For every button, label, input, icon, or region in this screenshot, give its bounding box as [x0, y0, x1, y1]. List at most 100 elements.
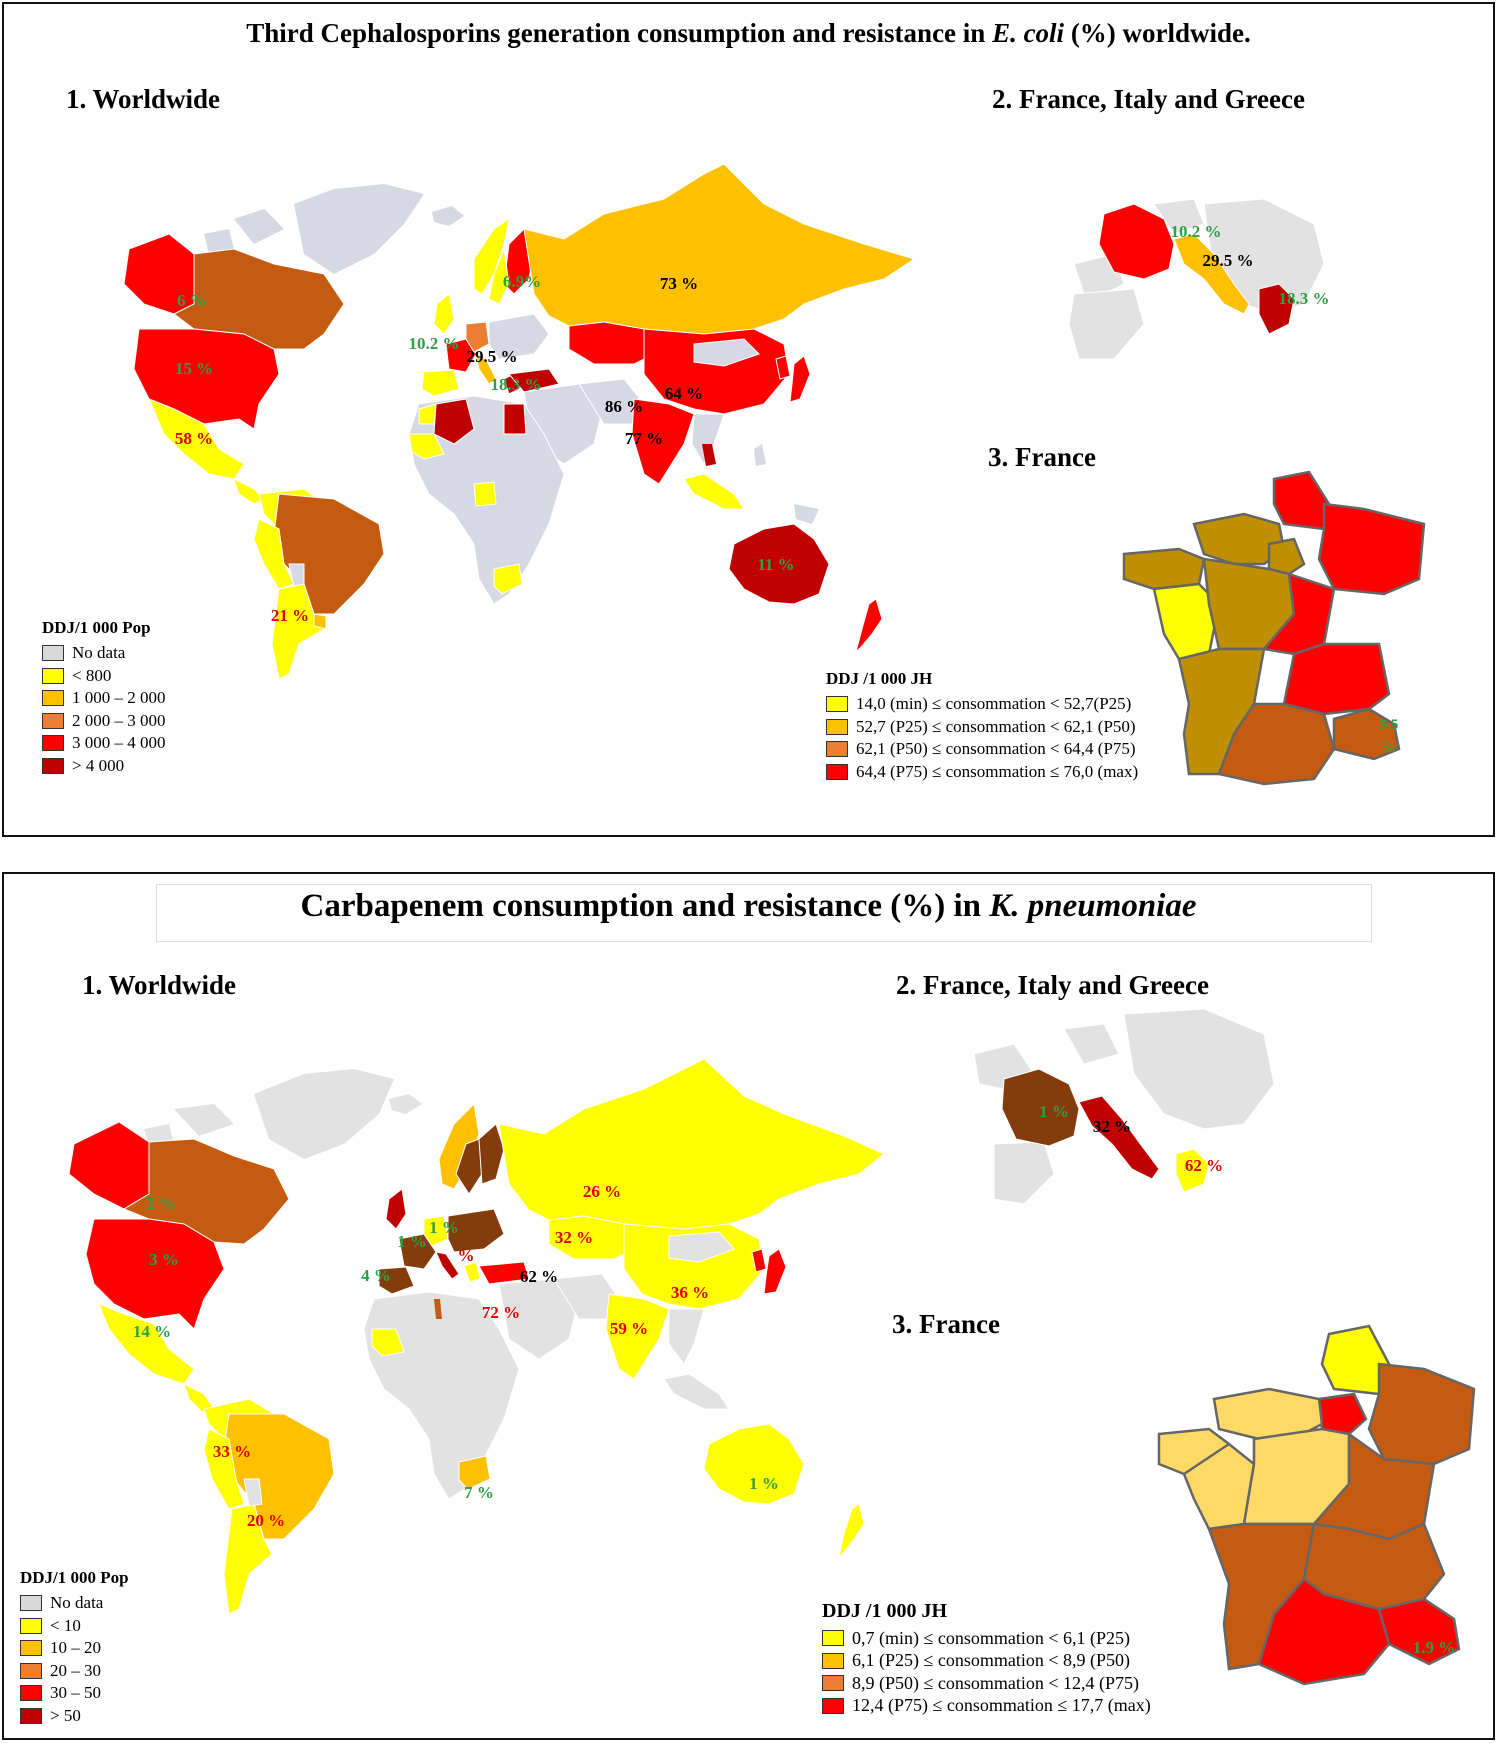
legend-label: 8,9 (P50) ≤ consommation < 12,4 (P75) — [852, 1672, 1140, 1693]
map-italy — [475, 355, 497, 385]
map-new-zealand — [855, 598, 883, 654]
map-new-zealand — [838, 1503, 865, 1559]
map-algeria-strip — [434, 1299, 442, 1319]
map-russia — [523, 163, 916, 335]
panel2-france-label: 1.9 % — [1413, 1638, 1456, 1657]
panel2-world-label: 1 % — [429, 1218, 459, 1237]
fig-greece — [1258, 283, 1295, 335]
panel2-world-legend-row: 10 – 20 — [20, 1637, 129, 1660]
legend-label: 1 000 – 2 000 — [72, 688, 166, 708]
legend-swatch — [42, 735, 64, 752]
fig-italy — [1078, 1095, 1160, 1180]
panel2-world-label: % — [458, 1246, 475, 1265]
map-iceland — [432, 206, 464, 226]
map-iceland — [389, 1094, 422, 1114]
map-russia — [498, 1058, 885, 1230]
legend-label: 14,0 (min) ≤ consommation < 52,7(P25) — [856, 694, 1132, 714]
legend-swatch — [822, 1652, 844, 1669]
fig-italy — [1173, 233, 1250, 315]
panel1-world-legend-row: < 800 — [42, 665, 166, 688]
panel2-fig-label: 1 % — [1039, 1102, 1069, 1121]
legend-swatch — [20, 1640, 42, 1657]
map-greenland — [254, 1069, 394, 1159]
map-west-africa — [408, 433, 445, 460]
fig-iberia — [1068, 288, 1145, 360]
map-south-africa — [493, 563, 523, 595]
legend-label: No data — [50, 1593, 104, 1613]
map-algeria — [433, 398, 475, 445]
map-west-africa — [371, 1328, 405, 1357]
map-india — [631, 398, 695, 485]
region-paca — [1332, 707, 1401, 761]
map-south-africa — [458, 1455, 491, 1490]
map-finland — [478, 1123, 505, 1185]
map-japan — [789, 355, 811, 403]
legend-swatch — [20, 1595, 42, 1612]
legend-label: No data — [72, 643, 126, 663]
panel1-france-legend-row: 62,1 (P50) ≤ consommation < 64,4 (P75) — [826, 738, 1138, 761]
panel2-world-label: 62 % — [520, 1267, 558, 1286]
map-eastern-europe — [488, 313, 550, 360]
legend-swatch — [42, 667, 64, 684]
legend-swatch — [826, 763, 848, 780]
legend-title: DDJ /1 000 JH — [822, 1600, 947, 1622]
map-turkey — [478, 1261, 530, 1285]
panel1-world-label: 15 % — [175, 359, 213, 378]
panel1-france-legend-row: 52,7 (P25) ≤ consommation < 62,1 (P50) — [826, 716, 1138, 739]
legend-swatch — [42, 712, 64, 729]
map-iberia — [421, 369, 460, 397]
map-arctic-islands — [204, 209, 284, 254]
legend-swatch — [826, 718, 848, 735]
legend-label: 20 – 30 — [50, 1660, 101, 1680]
map-central-america — [233, 478, 265, 505]
panel1-fig-label: 18.3 % — [1279, 289, 1330, 308]
panel2-world-legend-row: < 10 — [20, 1615, 129, 1638]
panel1-section-worldwide: 1. Worldwide — [66, 84, 221, 114]
legend-swatch — [20, 1662, 42, 1679]
panel2-world-label: 20 % — [247, 1511, 285, 1530]
legend-swatch — [42, 757, 64, 774]
panel2-world-label: 1 % — [397, 1232, 427, 1251]
panel1-world-label: 6 % — [177, 291, 207, 310]
legend-title: DDJ/1 000 Pop — [42, 618, 151, 637]
map-indonesia — [683, 473, 745, 510]
france-regions-map-2 — [1157, 1324, 1476, 1686]
map-uk — [385, 1188, 407, 1230]
panel1-world-label: 6.9% — [503, 272, 541, 291]
legend-label: 10 – 20 — [50, 1638, 101, 1658]
map-paraguay — [243, 1478, 263, 1507]
panel2-legend-world: DDJ/1 000 Pop No data < 10 10 – 20 20 – 30 3… — [20, 1568, 129, 1727]
region-grand-est — [1367, 1362, 1476, 1466]
map-thailand — [702, 444, 716, 466]
map-france — [398, 1233, 437, 1270]
panel1-world-legend-row: > 4 000 — [42, 755, 166, 778]
panel2-world-label: 2 % — [146, 1194, 176, 1213]
map-india — [605, 1293, 670, 1380]
legend-label: 3 000 – 4 000 — [72, 733, 166, 753]
fig-france — [1001, 1068, 1080, 1147]
map-canada — [173, 248, 345, 350]
map-australia — [703, 1423, 805, 1505]
panel2-fig-label: 32 % — [1093, 1117, 1131, 1136]
map-germany — [423, 1215, 449, 1247]
legend-label: < 800 — [72, 665, 112, 685]
panel1-world-label: 86 % — [605, 397, 643, 416]
france-regions-map-1 — [1122, 470, 1426, 786]
map-mexico — [98, 1303, 195, 1385]
legend-label: 6,1 (P25) ≤ consommation < 8,9 (P50) — [852, 1650, 1131, 1671]
legend-label: 64,4 (P75) ≤ consommation ≤ 76,0 (max) — [856, 761, 1139, 781]
legend-label: 52,7 (P25) ≤ consommation < 62,1 (P50) — [856, 716, 1136, 736]
legend-swatch — [20, 1617, 42, 1634]
region-paca — [1377, 1597, 1461, 1666]
panel2-france-legend-row: 8,9 (P50) ≤ consommation < 12,4 (P75) — [822, 1672, 1151, 1695]
panel1-world-label: 21 % — [271, 606, 309, 625]
panel1-fig-label: 10.2 % — [1171, 222, 1222, 241]
panel2-world-legend-row: 30 – 50 — [20, 1682, 129, 1705]
panel1-world-label: 10.2 % — [409, 334, 460, 353]
panel2-world-label: 14 % — [133, 1322, 171, 1341]
legend-label: 12,4 (P75) ≤ consommation ≤ 17,7 (max) — [852, 1695, 1151, 1716]
panel1-world-label: 73 % — [660, 274, 698, 293]
panel2-world-label: 36 % — [671, 1283, 709, 1302]
panel2-fig-label: 62 % — [1185, 1156, 1223, 1175]
map-paraguay — [288, 563, 305, 587]
